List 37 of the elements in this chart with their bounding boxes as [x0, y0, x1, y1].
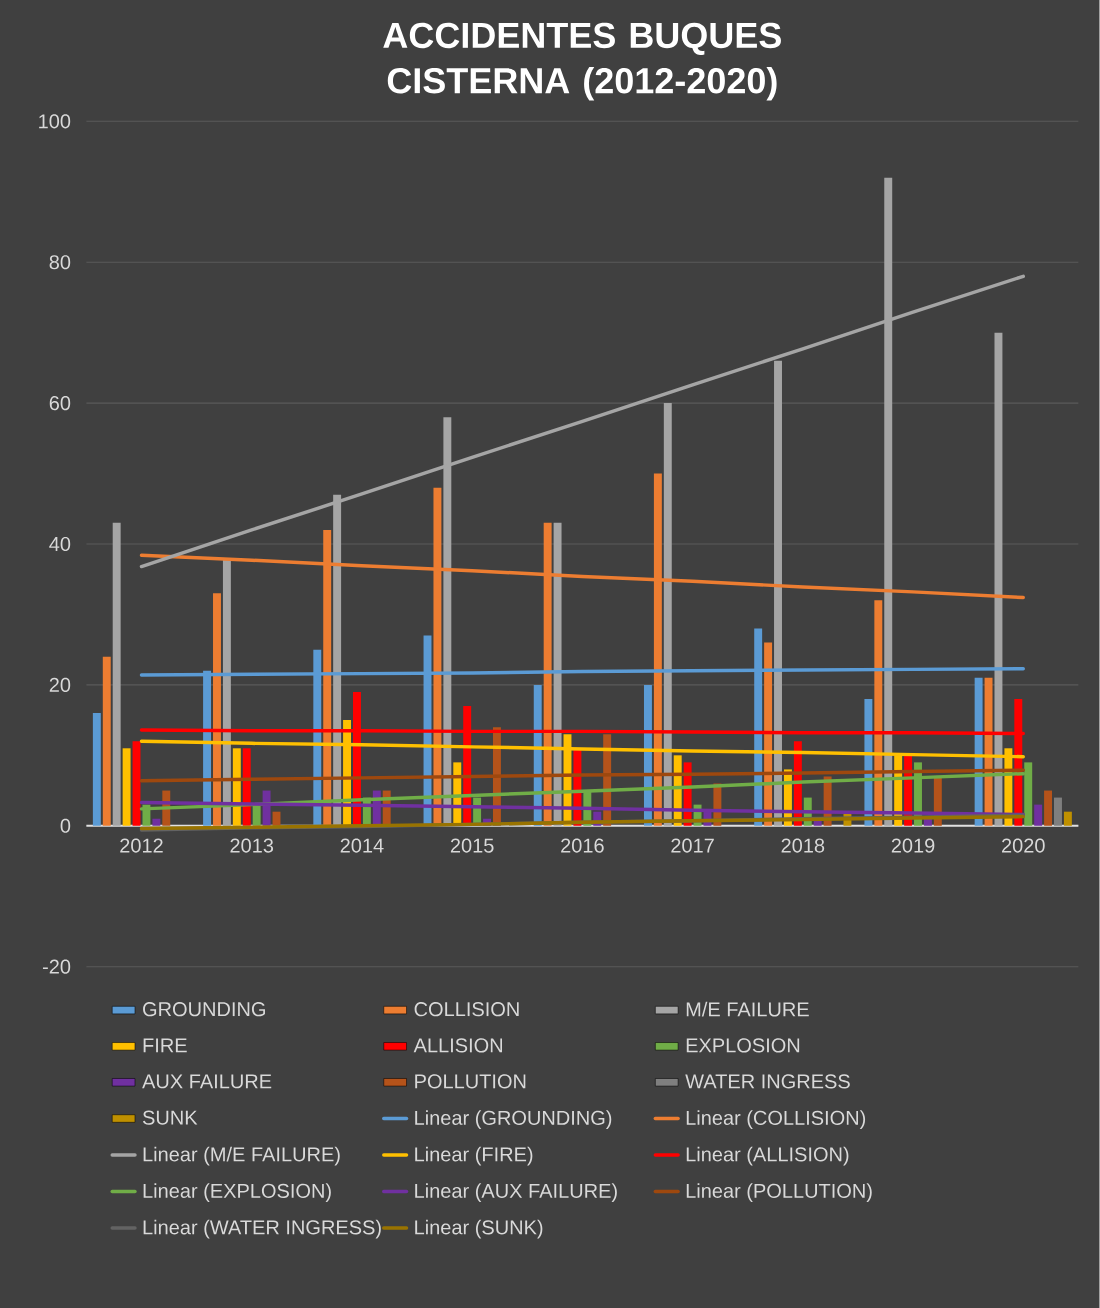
legend-label: Linear (SUNK): [415, 1219, 543, 1239]
y-tick-label: 0: [60, 818, 71, 833]
y-tick-label: -20: [43, 959, 71, 974]
chart-title: ACCIDENTES BUQUES CISTERNA (2012-2020): [383, 22, 782, 101]
legend-label: AUX FAILURE: [142, 1074, 272, 1089]
x-tick-label: 2019: [891, 838, 935, 853]
legend-label: Linear (ALLISION): [686, 1146, 849, 1166]
legend-label: WATER INGRESS: [685, 1074, 850, 1089]
y-tick-label: 100: [39, 114, 71, 129]
legend-label: SUNK: [143, 1110, 198, 1125]
legend-label: Linear (COLLISION): [686, 1110, 866, 1129]
legend-label: Linear (AUX FAILURE): [415, 1183, 617, 1202]
x-tick-label: 2014: [340, 838, 384, 853]
legend-label: GROUNDING: [143, 1002, 266, 1017]
legend-label: POLLUTION: [415, 1074, 526, 1089]
legend-label: Linear (EXPLOSION): [143, 1183, 331, 1202]
legend-label: EXPLOSION: [686, 1038, 800, 1053]
legend-label: Linear (M/E FAILURE): [143, 1146, 340, 1166]
legend-label: ALLISION: [413, 1038, 503, 1053]
legend-label: FIRE: [143, 1038, 187, 1053]
x-tick-label: 2016: [561, 838, 604, 853]
legend-label: Linear (POLLUTION): [686, 1183, 872, 1202]
x-tick-label: 2013: [230, 838, 274, 853]
x-tick-label: 2012: [120, 838, 163, 853]
legend-label: Linear (GROUNDING): [415, 1110, 612, 1129]
x-tick-label: 2017: [671, 838, 714, 853]
legend-label: COLLISION: [414, 1002, 519, 1017]
y-tick-label: 60: [49, 396, 71, 411]
legend-label: Linear (WATER INGRESS): [143, 1219, 381, 1239]
y-tick-label: 20: [49, 677, 71, 692]
x-tick-label: 2020: [1002, 838, 1045, 853]
legend-label: Linear (FIRE): [415, 1146, 533, 1166]
x-tick-label: 2018: [781, 838, 825, 853]
x-tick-label: 2015: [451, 838, 494, 853]
legend-label: M/E FAILURE: [686, 1001, 809, 1017]
y-tick-label: 40: [49, 536, 71, 552]
y-tick-label: 80: [49, 255, 71, 270]
